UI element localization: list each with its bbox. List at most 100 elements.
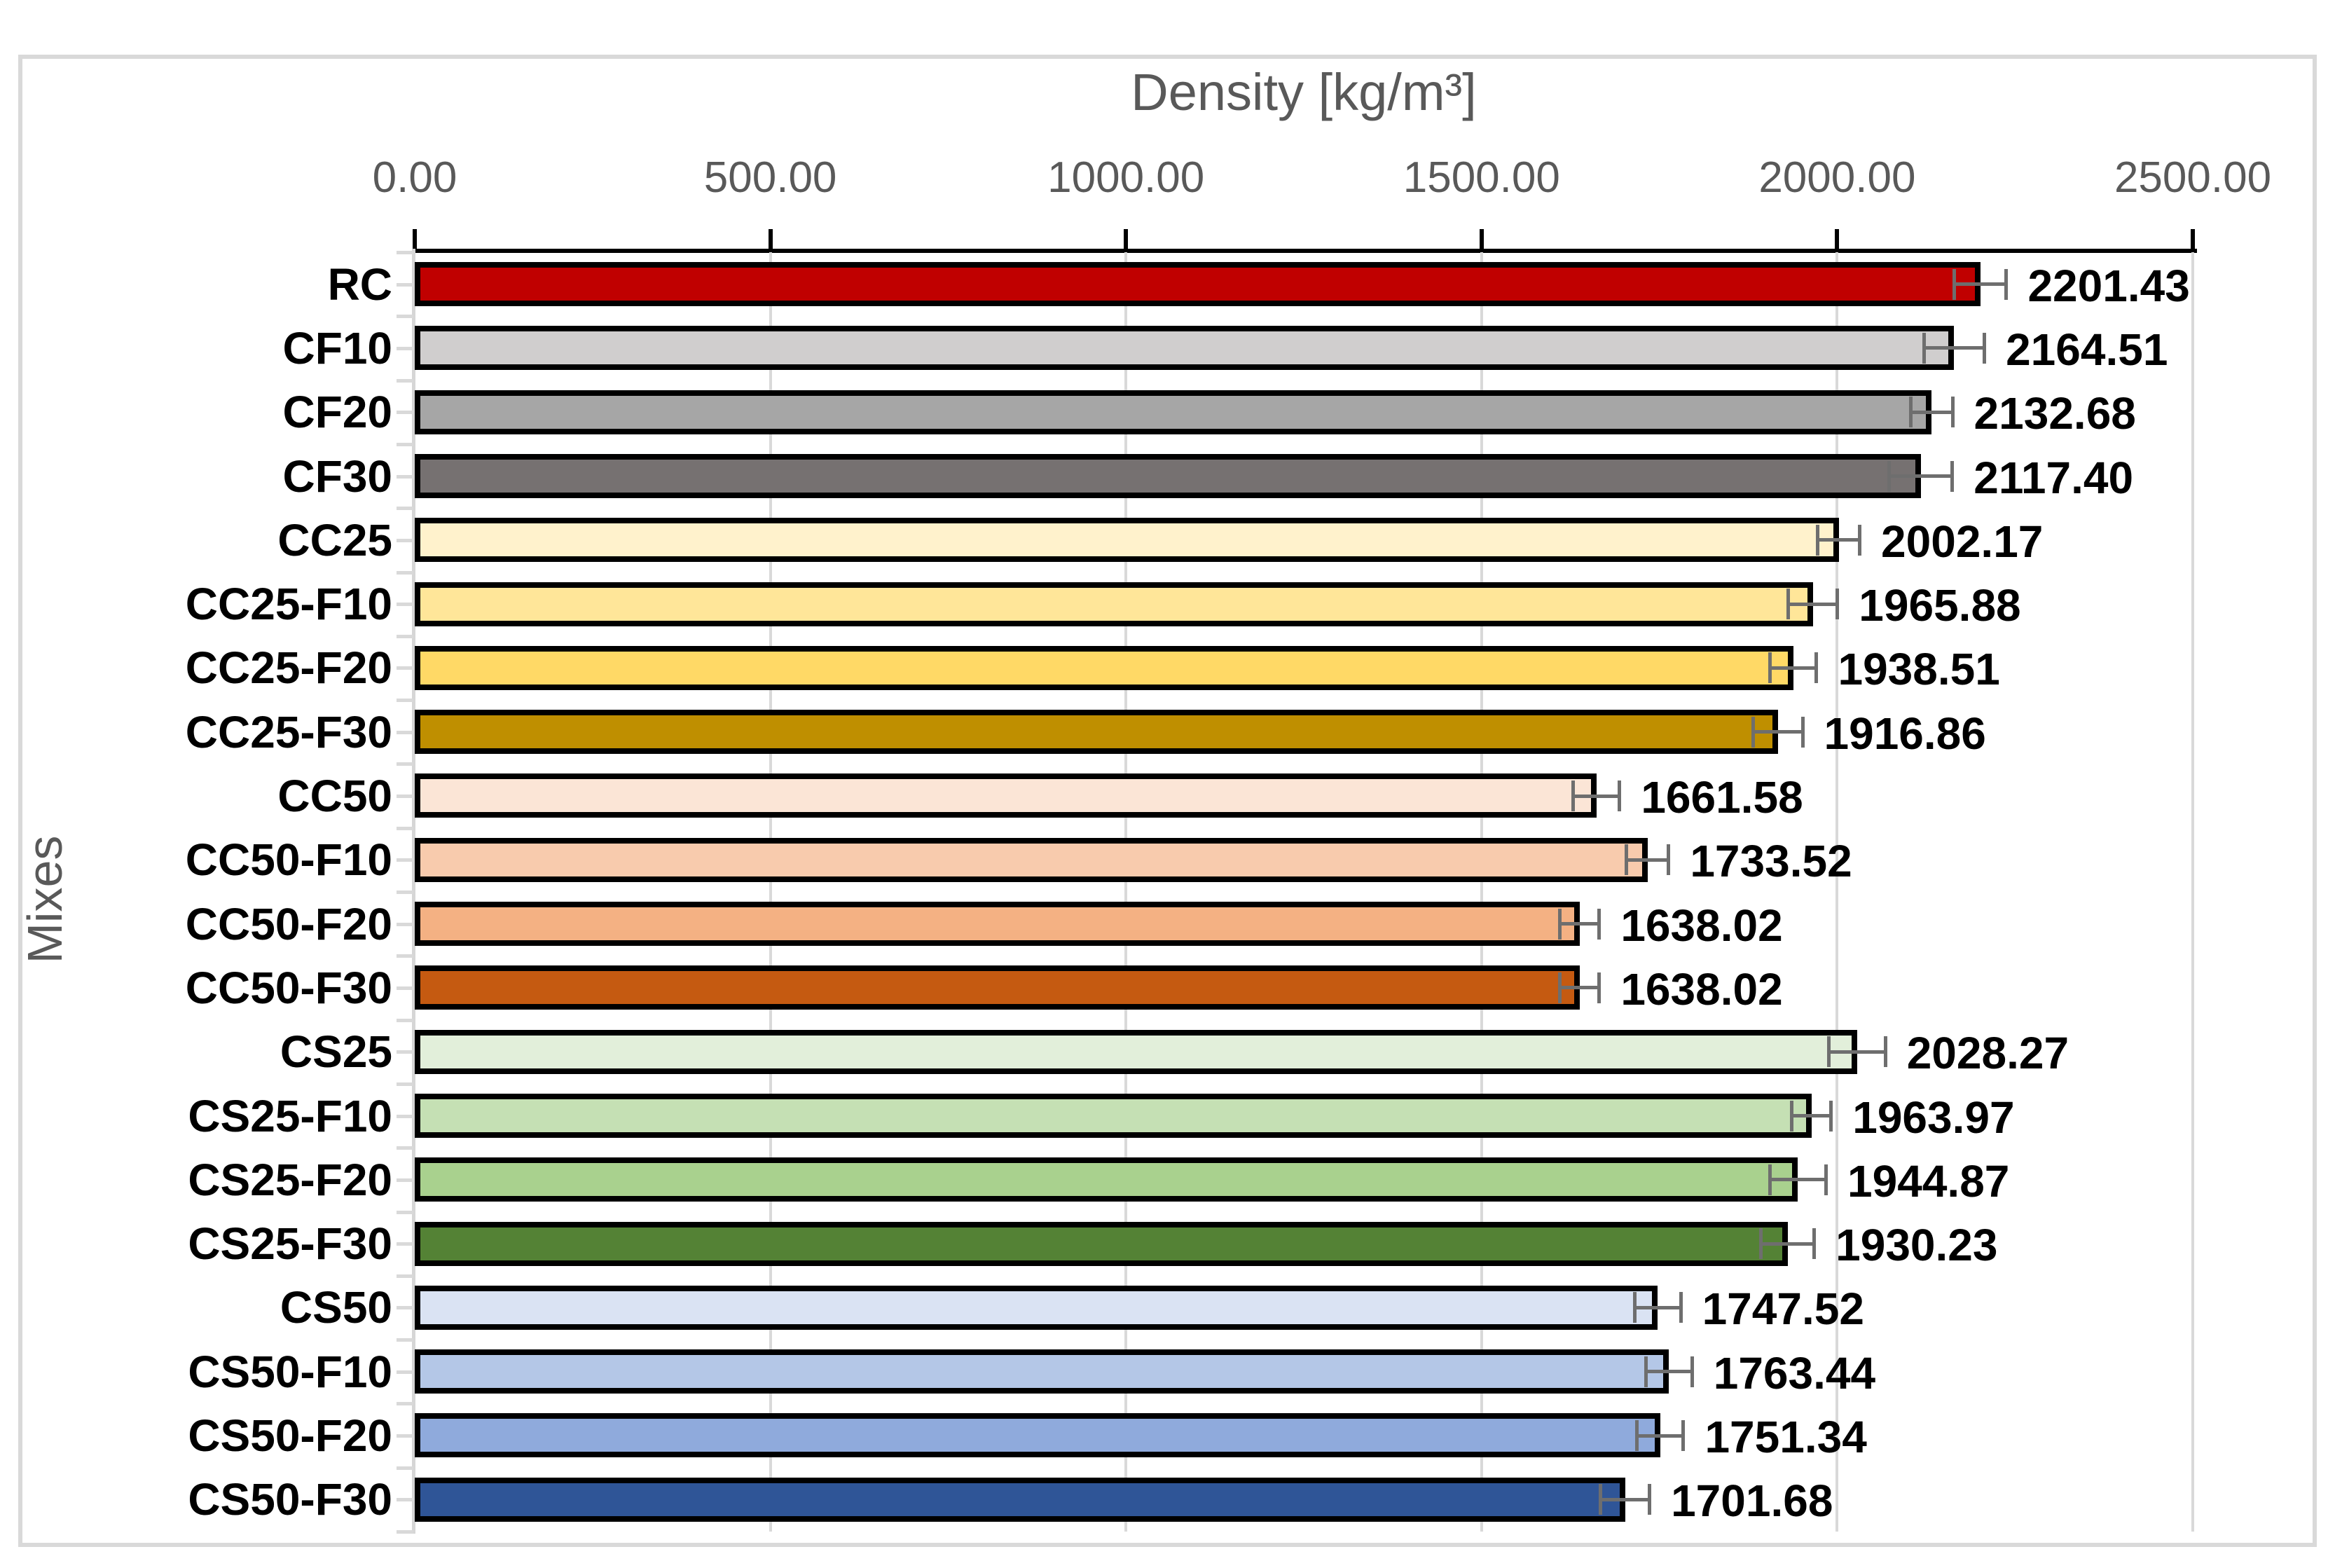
error-bar-cap-left: [1625, 844, 1629, 876]
bar: [415, 262, 1981, 306]
category-label: CS50-F10: [188, 1346, 392, 1397]
x-axis-major-tick: [1479, 229, 1484, 249]
category-label: CC50-F10: [185, 834, 392, 886]
value-label: 2132.68: [1974, 388, 2136, 439]
gridline: [1124, 252, 1128, 1532]
error-bar-line: [1645, 1370, 1693, 1374]
error-bar-cap-right: [1690, 1356, 1694, 1387]
y-axis-minor-tick: [397, 730, 413, 734]
error-bar-cap-left: [1790, 1100, 1794, 1132]
y-axis-minor-tick: [397, 890, 413, 894]
error-bar-line: [1791, 1114, 1832, 1118]
y-axis-minor-tick: [397, 442, 413, 446]
y-axis-minor-tick: [397, 1082, 413, 1086]
y-axis-minor-tick: [397, 922, 413, 926]
error-bar-line: [1600, 1497, 1651, 1501]
value-label: 1701.68: [1671, 1476, 1833, 1527]
error-bar-cap-right: [1983, 332, 1987, 364]
error-bar-line: [1817, 538, 1861, 542]
error-bar-cap-right: [1597, 908, 1602, 940]
error-bar-line: [1954, 282, 2007, 287]
x-axis-major-tick: [413, 229, 417, 249]
bar: [415, 965, 1580, 1010]
y-axis-minor-tick: [397, 986, 413, 990]
y-axis-minor-tick: [397, 762, 413, 766]
bar: [415, 1157, 1798, 1202]
error-bar-line: [1788, 602, 1838, 606]
category-label: CF30: [282, 451, 393, 502]
value-label: 1661.58: [1641, 772, 1803, 823]
bar: [415, 902, 1580, 946]
bar: [415, 1029, 1858, 1074]
error-bar-cap-right: [1950, 397, 1955, 428]
error-bar-line: [1637, 1433, 1684, 1438]
category-label: CS25-F30: [188, 1218, 392, 1270]
x-axis-major-tick: [2191, 229, 2195, 249]
error-bar-line: [1559, 986, 1600, 990]
x-axis-tick-label: 500.00: [703, 153, 837, 202]
value-label: 1965.88: [1859, 580, 2021, 631]
y-axis-minor-tick: [397, 251, 413, 254]
error-bar-line: [1828, 1050, 1886, 1054]
value-label: 2028.27: [1906, 1028, 2069, 1079]
error-bar-cap-left: [1786, 589, 1791, 620]
y-axis-minor-tick: [397, 1498, 413, 1502]
category-label: CC50-F20: [185, 898, 392, 949]
error-bar-cap-right: [1800, 716, 1805, 748]
error-bar-cap-right: [1824, 1164, 1828, 1195]
y-axis-minor-tick: [397, 315, 413, 319]
y-axis-minor-tick: [397, 1178, 413, 1182]
category-label: CS25: [280, 1026, 392, 1078]
error-bar-cap-left: [1558, 972, 1562, 1003]
bar: [415, 837, 1648, 882]
y-axis-minor-tick: [397, 954, 413, 958]
x-axis-major-tick: [768, 229, 773, 249]
error-bar-cap-right: [1883, 1036, 1887, 1068]
error-bar-line: [1923, 346, 1985, 350]
error-bar-cap-left: [1632, 1292, 1637, 1323]
y-axis-minor-tick: [397, 1434, 413, 1438]
bar: [415, 710, 1778, 755]
y-axis-minor-tick: [397, 1338, 413, 1342]
y-axis-minor-tick: [397, 1114, 413, 1118]
y-axis-minor-tick: [397, 666, 413, 670]
x-axis-tick-label: 1000.00: [1047, 153, 1205, 202]
y-axis-minor-tick: [397, 538, 413, 542]
category-label: CC50: [277, 771, 392, 822]
y-axis-minor-tick: [397, 1050, 413, 1054]
y-axis-minor-tick: [397, 1306, 413, 1310]
value-label: 2002.17: [1881, 516, 2044, 567]
bar: [415, 326, 1955, 371]
gridline: [1835, 252, 1839, 1532]
error-bar-cap-right: [1667, 844, 1671, 876]
category-label: CS50-F30: [188, 1474, 392, 1525]
bar: [415, 1221, 1788, 1266]
error-bar-cap-right: [1835, 589, 1840, 620]
y-axis-line: [412, 249, 415, 1534]
bar: [415, 1093, 1812, 1138]
gridline: [1480, 252, 1483, 1532]
bar: [415, 773, 1597, 818]
error-bar-line: [1573, 794, 1620, 798]
bar: [415, 518, 1839, 563]
value-label: 1733.52: [1690, 836, 1852, 887]
category-label: CC25: [277, 514, 392, 565]
x-axis-line: [415, 249, 2197, 253]
y-axis-minor-tick: [397, 826, 413, 830]
gridline: [769, 252, 772, 1532]
value-label: 1930.23: [1835, 1220, 1998, 1271]
bar: [415, 390, 1932, 434]
bar: [415, 1413, 1660, 1458]
y-axis-minor-tick: [397, 474, 413, 479]
y-axis-minor-tick: [397, 346, 413, 350]
x-axis-major-tick: [1124, 229, 1129, 249]
y-axis-minor-tick: [397, 699, 413, 703]
y-axis-minor-tick: [397, 1018, 413, 1022]
y-axis-minor-tick: [397, 1210, 413, 1214]
x-axis-tick-label: 2500.00: [2114, 153, 2272, 202]
error-bar-line: [1769, 1178, 1827, 1182]
x-axis-tick-label: 1500.00: [1403, 153, 1560, 202]
y-axis-minor-tick: [397, 603, 413, 607]
category-label: CC25-F30: [185, 706, 392, 757]
category-label: CC50-F30: [185, 962, 392, 1013]
